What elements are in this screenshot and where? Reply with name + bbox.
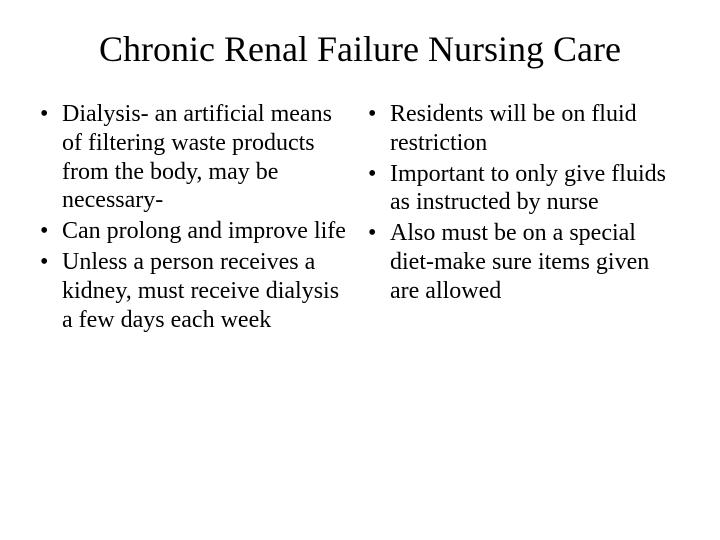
slide: Chronic Renal Failure Nursing Care • Dia… — [0, 0, 720, 540]
bullet-icon: • — [40, 217, 48, 246]
list-item-text: Important to only give fluids as instruc… — [390, 161, 666, 216]
list-item-text: Dialysis- an artificial means of filteri… — [62, 101, 332, 213]
left-bullet-list: • Dialysis- an artificial means of filte… — [40, 100, 352, 334]
bullet-icon: • — [40, 248, 48, 277]
right-column: • Residents will be on fluid restriction… — [368, 100, 680, 336]
slide-title: Chronic Renal Failure Nursing Care — [40, 28, 680, 70]
content-columns: • Dialysis- an artificial means of filte… — [40, 100, 680, 336]
list-item: • Unless a person receives a kidney, mus… — [40, 248, 352, 334]
list-item-text: Can prolong and improve life — [62, 218, 346, 244]
left-column: • Dialysis- an artificial means of filte… — [40, 100, 352, 336]
list-item: • Important to only give fluids as instr… — [368, 160, 680, 218]
right-bullet-list: • Residents will be on fluid restriction… — [368, 100, 680, 306]
list-item: • Residents will be on fluid restriction — [368, 100, 680, 158]
list-item: • Dialysis- an artificial means of filte… — [40, 100, 352, 215]
bullet-icon: • — [368, 160, 376, 189]
list-item-text: Unless a person receives a kidney, must … — [62, 249, 339, 333]
bullet-icon: • — [368, 100, 376, 129]
bullet-icon: • — [368, 219, 376, 248]
bullet-icon: • — [40, 100, 48, 129]
list-item: • Can prolong and improve life — [40, 217, 352, 246]
list-item-text: Residents will be on fluid restriction — [390, 101, 637, 156]
list-item: • Also must be on a special diet-make su… — [368, 219, 680, 305]
list-item-text: Also must be on a special diet-make sure… — [390, 220, 649, 304]
